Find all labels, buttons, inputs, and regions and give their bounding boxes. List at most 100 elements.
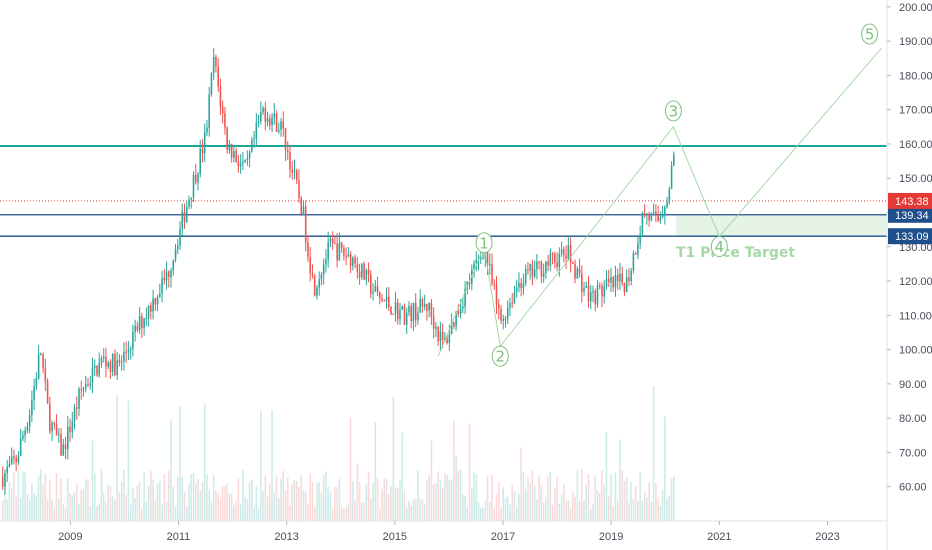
candle: [42, 352, 44, 374]
candle: [457, 304, 460, 318]
candle: [616, 268, 619, 290]
candle: [242, 152, 244, 170]
candle: [612, 275, 615, 292]
volume-bar: [648, 482, 650, 521]
candle: [109, 359, 112, 379]
candle: [284, 127, 287, 162]
volume-bar: [643, 492, 646, 521]
volume-bar: [208, 490, 210, 521]
candle: [435, 322, 437, 337]
candle: [277, 122, 280, 135]
candle: [446, 334, 448, 345]
candle: [316, 285, 318, 300]
volume-bar: [390, 485, 392, 521]
volume-bar: [527, 477, 529, 521]
candle: [466, 281, 469, 295]
candle: [176, 238, 179, 255]
volume-bar: [233, 505, 235, 521]
wave-label-3[interactable]: 3: [664, 100, 682, 122]
volume-bar: [118, 492, 121, 521]
volume-bar: [459, 469, 462, 521]
candle: [511, 293, 514, 309]
candle: [628, 268, 630, 287]
candle: [655, 204, 657, 223]
candle: [347, 247, 350, 258]
candle: [453, 321, 455, 329]
candle: [497, 299, 500, 320]
volume-bar: [96, 505, 98, 521]
volume-bar: [44, 473, 47, 521]
candle: [513, 285, 516, 304]
candle: [19, 429, 22, 457]
candle: [370, 270, 372, 299]
wave-label-5[interactable]: 5: [861, 23, 879, 45]
volume-bar: [381, 489, 383, 521]
candle: [40, 352, 42, 356]
candle: [224, 106, 226, 135]
volume-bar: [549, 472, 552, 521]
volume-bar: [226, 483, 228, 521]
volume-bar: [13, 472, 15, 521]
candle: [295, 168, 298, 184]
candle: [504, 315, 507, 328]
volume-bar: [462, 494, 464, 521]
candle: [64, 436, 67, 459]
volume-layer: [1, 385, 675, 521]
volume-bar: [587, 473, 590, 521]
volume-bar: [414, 498, 417, 521]
candle: [426, 303, 428, 321]
candle: [120, 355, 123, 371]
x-axis[interactable]: 2009 2011 2013 2015 2017 2019 2021 2023: [58, 521, 840, 543]
target-zone[interactable]: [676, 214, 887, 237]
volume-bar: [538, 475, 540, 521]
volume-bar: [228, 493, 231, 521]
y-axis[interactable]: 60.00 70.00 80.00 90.00 100.00 110.00 120.00 13…: [887, 2, 932, 494]
volume-bar: [574, 496, 576, 521]
volume-bar: [531, 469, 534, 521]
candle: [22, 430, 24, 441]
volume-bar: [194, 483, 197, 521]
candle: [35, 372, 38, 391]
candle: [271, 112, 273, 133]
candle: [237, 154, 240, 173]
candle: [403, 303, 406, 326]
candle: [637, 236, 639, 260]
volume-bar: [300, 475, 303, 521]
volume-bar: [179, 405, 181, 521]
volume-bar: [372, 481, 374, 521]
wave-label-2[interactable]: 2: [491, 345, 509, 367]
volume-bar: [64, 507, 67, 521]
volume-bar: [141, 508, 143, 521]
candle: [385, 287, 388, 309]
candle: [114, 349, 116, 377]
volume-bar: [520, 447, 522, 521]
candle: [105, 347, 107, 378]
volume-bar: [504, 498, 507, 521]
candle: [522, 273, 525, 295]
volume-bar: [49, 479, 51, 521]
candle: [547, 255, 549, 272]
volume-bar: [403, 491, 406, 521]
candle: [657, 205, 659, 223]
volume-bar: [334, 486, 336, 521]
candle: [430, 299, 433, 326]
candle: [432, 307, 435, 339]
candle: [1, 466, 4, 490]
volume-bar: [275, 475, 278, 521]
volume-bar: [105, 502, 107, 521]
volume-bar: [491, 474, 493, 521]
wave-label-1[interactable]: 1: [475, 232, 493, 254]
volume-bar: [493, 507, 496, 521]
candle: [28, 409, 31, 434]
volume-bar: [73, 492, 76, 521]
x-tick-label: 2015: [383, 531, 407, 543]
wave-label-4[interactable]: 4: [710, 236, 728, 258]
volume-bar: [363, 502, 365, 521]
volume-bar: [271, 409, 273, 521]
candle: [269, 114, 271, 130]
volume-bar: [511, 485, 514, 521]
y-tick-label: 130.00: [899, 242, 932, 254]
candle: [540, 260, 543, 284]
volume-bar: [488, 501, 491, 521]
